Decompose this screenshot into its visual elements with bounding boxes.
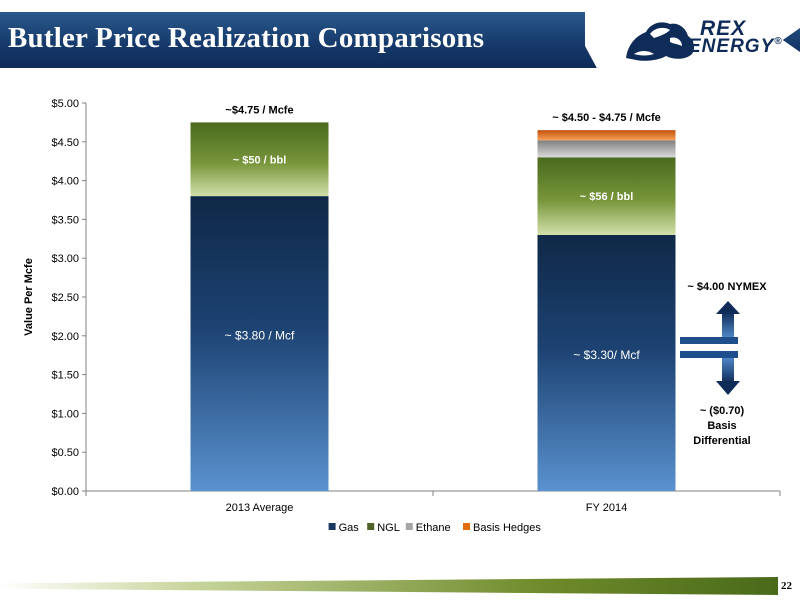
legend-swatch-ethane (405, 523, 413, 530)
y-tick-label: $1.50 (51, 370, 79, 382)
basis-differential-arrows (680, 301, 740, 395)
gas-segment-label: ~ $3.30/ Mcf (573, 348, 640, 362)
down-arrow-head-icon (716, 381, 740, 395)
bar-gas-1 (190, 196, 329, 491)
y-tick-label: $4.00 (51, 176, 79, 188)
gas-segment-label: ~ $3.80 / Mcf (225, 329, 295, 343)
page-title: Butler Price Realization Comparisons (8, 22, 485, 54)
bar-ethane-2 (537, 140, 676, 158)
arrow-bar-gap (680, 344, 738, 351)
x-category-label: FY 2014 (586, 502, 627, 514)
legend-label: Basis Hedges (473, 522, 541, 534)
ngl-segment-label: ~ $56 / bbl (580, 191, 634, 203)
legend-label: Ethane (416, 522, 451, 534)
arrow-bar-top (680, 337, 738, 344)
lion-logo-icon (626, 22, 695, 61)
bar-ngl-2 (537, 157, 676, 235)
bar-total-label: ~$4.75 / Mcfe (225, 104, 293, 116)
y-tick-label: $3.50 (51, 214, 79, 226)
ngl-segment-label: ~ $50 / bbl (233, 154, 287, 166)
y-tick-label: $1.00 (51, 408, 79, 420)
arrow-bar-bottom (680, 351, 738, 358)
up-arrow-shaft (722, 312, 734, 337)
y-axis-title: Value Per Mcfe (23, 258, 35, 336)
up-arrow-head-icon (716, 301, 740, 314)
y-tick-label: $4.50 (51, 137, 79, 149)
legend-label: NGL (377, 522, 400, 534)
down-arrow-shaft (722, 358, 734, 383)
logo-rex-text: REX (700, 17, 747, 40)
y-tick-label: $0.00 (51, 486, 79, 498)
basis-annotation-label: Basis (707, 420, 736, 432)
legend-swatch-basis-hedges (463, 523, 470, 530)
x-category-label: 2013 Average (226, 502, 294, 514)
basis-annotation-value: ~ ($0.70) (700, 405, 745, 417)
y-tick-label: $3.00 (51, 253, 79, 265)
bar-gas-2 (537, 234, 676, 492)
y-tick-label: $2.00 (51, 331, 79, 343)
bar-ngl-1 (190, 122, 329, 197)
legend-swatch-ngl (367, 523, 375, 530)
nymex-annotation: ~ $4.00 NYMEX (687, 281, 767, 293)
page-number: 22 (781, 580, 792, 592)
basis-annotation-label-2: Differential (693, 435, 750, 447)
legend-label: Gas (339, 522, 360, 534)
y-tick-label: $0.50 (51, 447, 79, 459)
y-tick-label: $2.50 (51, 292, 79, 304)
logo-energy-text: ENERGY® (688, 36, 783, 57)
bar-total-label: ~ $4.50 - $4.75 / Mcfe (552, 112, 661, 124)
legend-swatch-gas (328, 523, 336, 530)
logo-background (585, 10, 800, 70)
bar-basis-hedges-2 (537, 130, 676, 141)
y-tick-label: $5.00 (51, 98, 79, 110)
